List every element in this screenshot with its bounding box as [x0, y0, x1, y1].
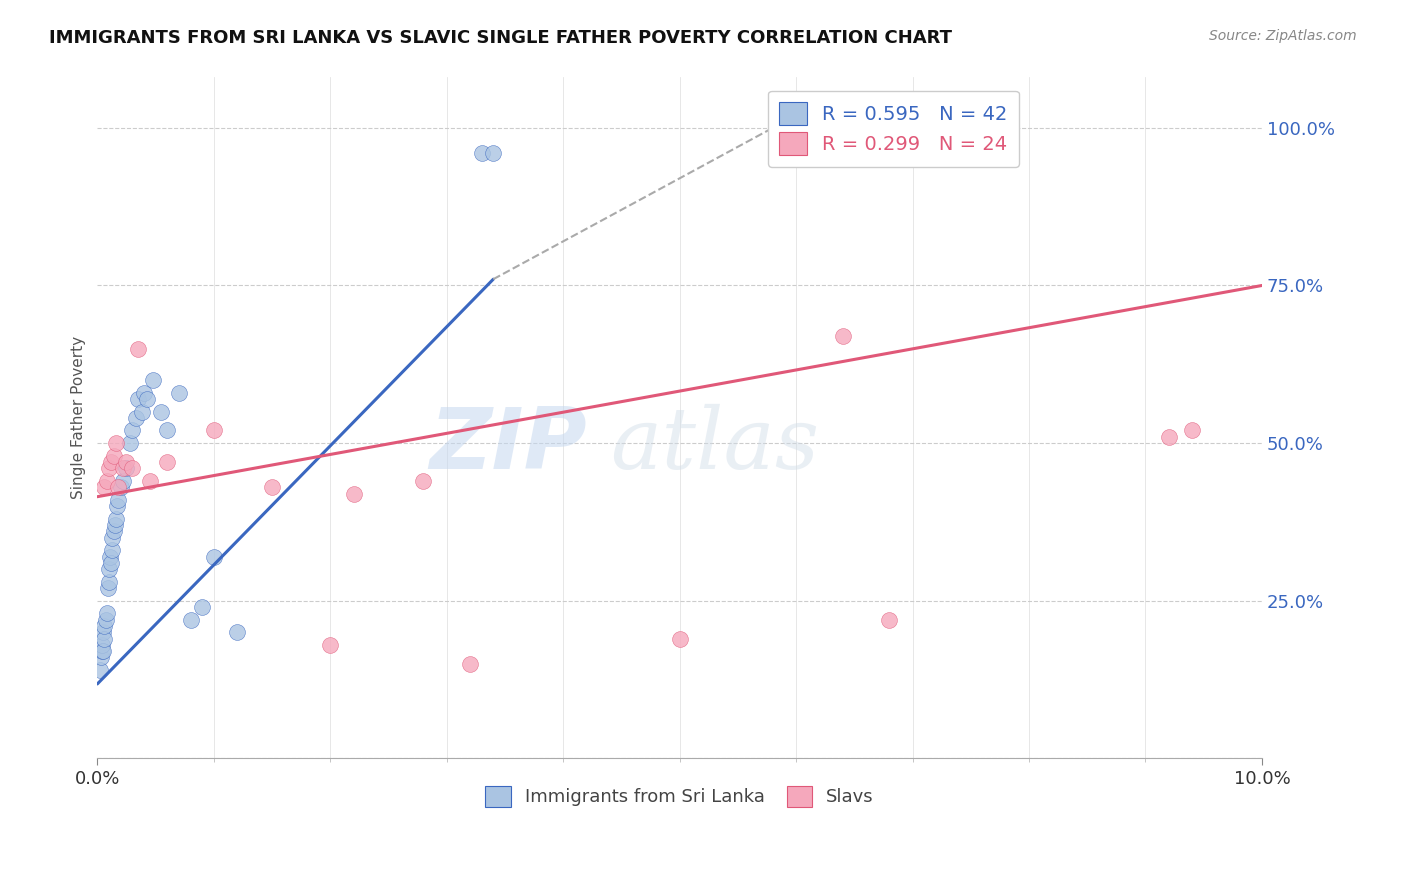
Point — [115, 455, 138, 469]
Text: Source: ZipAtlas.com: Source: ZipAtlas.com — [1209, 29, 1357, 43]
Point — [877, 613, 900, 627]
Point — [156, 424, 179, 438]
Point — [202, 424, 225, 438]
Point — [91, 638, 114, 652]
Point — [1181, 424, 1204, 438]
Point — [104, 436, 127, 450]
Point — [136, 392, 159, 406]
Text: atlas: atlas — [610, 404, 818, 486]
Point — [260, 480, 283, 494]
Point — [100, 455, 122, 469]
Y-axis label: Single Father Poverty: Single Father Poverty — [72, 336, 86, 500]
Point — [139, 474, 162, 488]
Point — [118, 436, 141, 450]
Point — [91, 625, 114, 640]
Point — [412, 474, 434, 488]
Point — [104, 512, 127, 526]
Point — [191, 600, 214, 615]
Point — [202, 549, 225, 564]
Legend: Immigrants from Sri Lanka, Slavs: Immigrants from Sri Lanka, Slavs — [478, 779, 882, 814]
Point — [127, 392, 149, 406]
Point — [98, 574, 121, 589]
Point — [107, 492, 129, 507]
Point — [100, 556, 122, 570]
Point — [319, 638, 342, 652]
Point — [91, 644, 114, 658]
Point — [831, 329, 853, 343]
Point — [142, 373, 165, 387]
Point — [98, 461, 121, 475]
Text: IMMIGRANTS FROM SRI LANKA VS SLAVIC SINGLE FATHER POVERTY CORRELATION CHART: IMMIGRANTS FROM SRI LANKA VS SLAVIC SING… — [49, 29, 952, 46]
Point — [105, 499, 128, 513]
Point — [107, 480, 129, 494]
Point — [101, 531, 124, 545]
Point — [104, 518, 127, 533]
Point — [132, 385, 155, 400]
Point — [94, 613, 117, 627]
Point — [89, 663, 111, 677]
Point — [150, 404, 173, 418]
Point — [111, 474, 134, 488]
Point — [96, 474, 118, 488]
Point — [482, 146, 505, 161]
Point — [93, 619, 115, 633]
Point — [101, 543, 124, 558]
Point — [93, 632, 115, 646]
Point — [91, 644, 114, 658]
Point — [98, 549, 121, 564]
Point — [127, 342, 149, 356]
Point — [115, 461, 138, 475]
Point — [226, 625, 249, 640]
Point — [131, 404, 153, 418]
Point — [103, 449, 125, 463]
Point — [167, 385, 190, 400]
Point — [180, 613, 202, 627]
Text: ZIP: ZIP — [429, 403, 586, 487]
Point — [98, 562, 121, 576]
Point — [111, 461, 134, 475]
Point — [103, 524, 125, 539]
Point — [342, 486, 364, 500]
Point — [121, 424, 143, 438]
Point — [668, 632, 690, 646]
Point — [1157, 430, 1180, 444]
Point — [125, 410, 148, 425]
Point — [97, 581, 120, 595]
Point — [121, 461, 143, 475]
Point — [93, 480, 115, 494]
Point — [471, 146, 494, 161]
Point — [90, 650, 112, 665]
Point — [110, 480, 132, 494]
Point — [458, 657, 481, 671]
Point — [156, 455, 179, 469]
Point — [96, 607, 118, 621]
